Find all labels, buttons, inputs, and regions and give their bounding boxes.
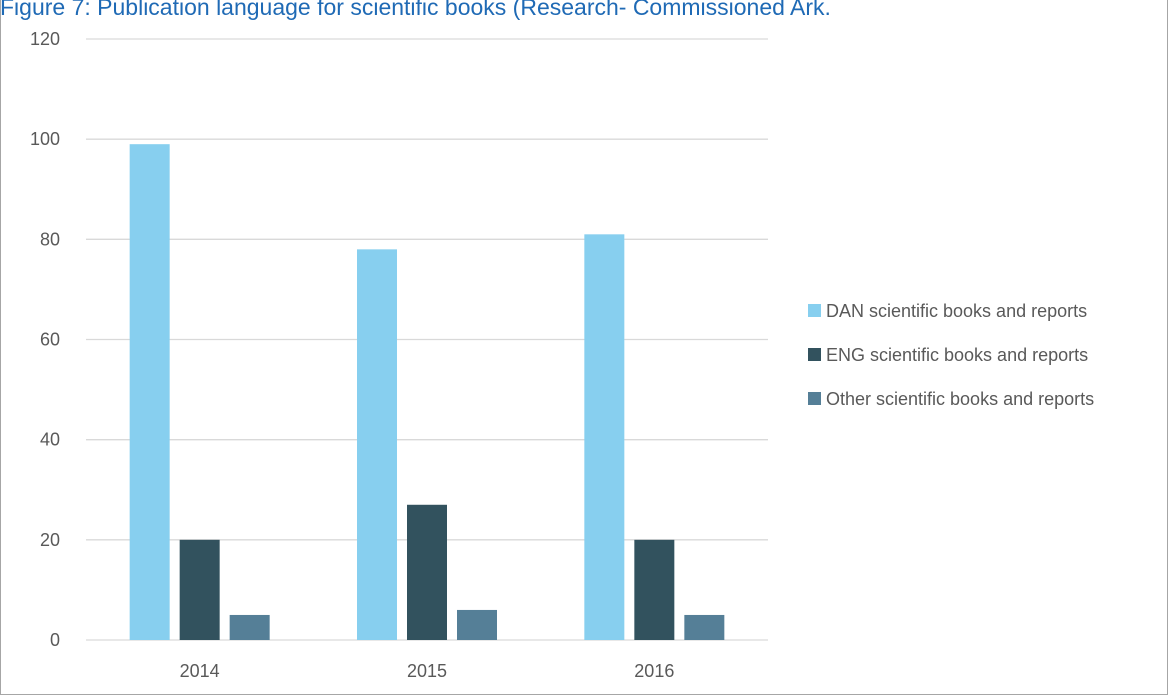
y-tick-label: 60 <box>40 330 60 350</box>
x-tick-label: 2016 <box>634 661 674 681</box>
bar-2015-series-3 <box>457 609 497 640</box>
bar-2016-series-1 <box>584 234 625 640</box>
bar-2016-series-3 <box>684 614 725 640</box>
y-axis-tick-labels: 0 20 40 60 80 100 120 <box>30 29 60 650</box>
y-tick-label: 0 <box>50 630 60 650</box>
bar-2014-series-1 <box>129 144 170 641</box>
bar-2014-series-3 <box>229 614 270 640</box>
x-tick-label: 2014 <box>180 661 220 681</box>
legend: DAN scientific books and reports ENG scie… <box>808 301 1094 409</box>
y-tick-label: 80 <box>40 229 60 249</box>
bar-2014-series-2 <box>179 539 220 640</box>
x-axis-tick-labels: 2014 2015 2016 <box>180 661 675 681</box>
legend-label: DAN scientific books and reports <box>826 301 1087 321</box>
legend-swatch <box>808 304 821 317</box>
bar-2016-series-2 <box>634 539 675 640</box>
legend-swatch <box>808 392 821 405</box>
bar-2015-series-2 <box>407 504 447 640</box>
y-tick-label: 20 <box>40 530 60 550</box>
bars <box>129 144 725 641</box>
y-tick-label: 100 <box>30 129 60 149</box>
legend-label: Other scientific books and reports <box>826 389 1094 409</box>
legend-label: ENG scientific books and reports <box>826 345 1088 365</box>
y-tick-label: 120 <box>30 29 60 49</box>
x-tick-label: 2015 <box>407 661 447 681</box>
legend-swatch <box>808 348 821 361</box>
chart-title: Figure 7: Publication language for scien… <box>0 0 831 20</box>
bar-2015-series-1 <box>357 249 397 640</box>
y-tick-label: 40 <box>40 430 60 450</box>
